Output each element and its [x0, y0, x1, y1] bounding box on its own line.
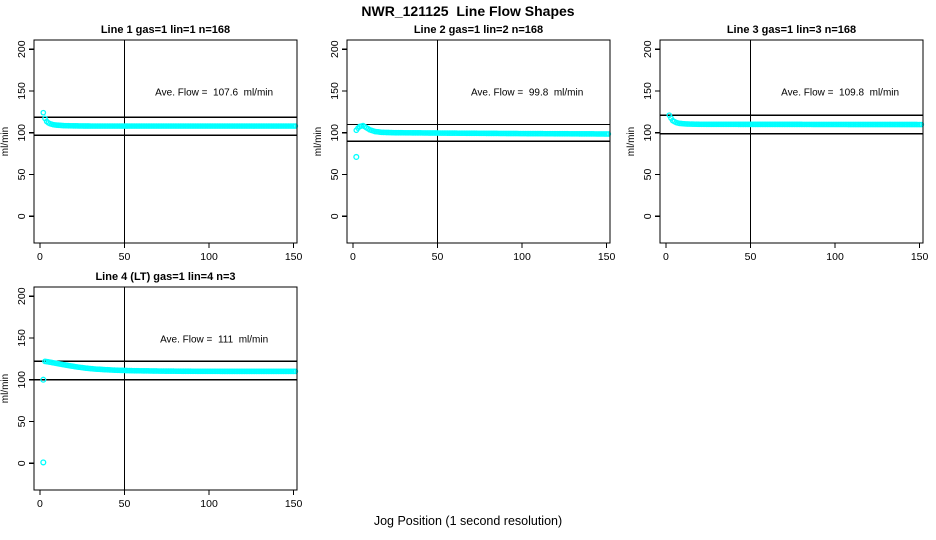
plot-border — [659, 39, 924, 244]
y-tick-label: 50 — [16, 169, 28, 181]
y-axis-unit-label: ml/min — [0, 374, 11, 403]
plot-border — [33, 286, 298, 491]
outlier-point — [40, 459, 47, 466]
y-tick-label: 200 — [329, 40, 341, 58]
y-tick-label: 50 — [642, 169, 654, 181]
subplot-2: 0 50 100 150 0 50 100 150 200 ml/min Line 2 gas=1 … — [313, 24, 616, 263]
x-tick-label: 100 — [826, 251, 844, 263]
y-ticks: 0 50 100 150 200 — [16, 287, 34, 466]
y-axis-unit-label: ml/min — [313, 127, 324, 156]
y-tick-label: 150 — [329, 82, 341, 100]
ave-flow-annotation: Ave. Flow = 109.8 ml/min — [781, 88, 899, 99]
x-tick-label: 100 — [200, 251, 218, 263]
data-series-band — [42, 358, 299, 375]
x-tick-label: 0 — [350, 251, 356, 263]
ave-flow-annotation: Ave. Flow = 107.6 ml/min — [155, 88, 273, 99]
y-axis-unit-label: ml/min — [0, 127, 11, 156]
main-title: NWR_121125 Line Flow Shapes — [361, 3, 575, 19]
subplot-title: Line 4 (LT) gas=1 lin=4 n=3 — [95, 271, 235, 283]
data-series-band — [40, 109, 299, 129]
y-tick-label: 100 — [16, 124, 28, 142]
ave-flow-annotation: Ave. Flow = 99.8 ml/min — [471, 88, 583, 99]
y-tick-label: 100 — [329, 124, 341, 142]
y-tick-label: 200 — [16, 40, 28, 58]
y-ticks: 0 50 100 150 200 — [329, 40, 347, 219]
y-tick-label: 0 — [642, 213, 654, 219]
x-tick-label: 50 — [745, 251, 757, 263]
x-tick-label: 50 — [119, 498, 131, 510]
y-tick-label: 200 — [16, 287, 28, 305]
y-tick-label: 150 — [16, 82, 28, 100]
ave-flow-annotation: Ave. Flow = 111 ml/min — [160, 335, 268, 346]
x-tick-label: 150 — [285, 251, 303, 263]
y-tick-label: 50 — [329, 169, 341, 181]
subplot-4: 0 50 100 150 0 50 100 150 200 ml/min Line 4 (LT) g… — [0, 271, 303, 510]
plot-border — [346, 39, 611, 244]
x-ticks: 0 50 100 150 — [663, 243, 929, 263]
x-tick-label: 0 — [37, 251, 43, 263]
outlier-point — [40, 376, 47, 383]
x-tick-label: 100 — [513, 251, 531, 263]
data-series-band — [353, 122, 612, 137]
x-tick-label: 150 — [285, 498, 303, 510]
y-ticks: 0 50 100 150 200 — [16, 40, 34, 219]
x-tick-label: 50 — [432, 251, 444, 263]
x-axis-label: Jog Position (1 second resolution) — [373, 514, 563, 528]
x-ticks: 0 50 100 150 — [37, 243, 303, 263]
subplot-title: Line 3 gas=1 lin=3 n=168 — [727, 24, 856, 36]
y-tick-label: 0 — [16, 213, 28, 219]
subplot-title: Line 1 gas=1 lin=1 n=168 — [101, 24, 230, 36]
y-ticks: 0 50 100 150 200 — [642, 40, 660, 219]
y-tick-label: 200 — [642, 40, 654, 58]
y-tick-label: 100 — [16, 371, 28, 389]
y-tick-label: 150 — [16, 329, 28, 347]
subplot-1: 0 50 100 150 0 50 100 150 200 ml/min Line 1 gas=1 … — [0, 24, 303, 263]
y-tick-label: 50 — [16, 416, 28, 428]
outlier-point — [353, 153, 360, 161]
plot-border — [33, 39, 298, 244]
x-tick-label: 0 — [37, 498, 43, 510]
x-tick-label: 150 — [598, 251, 616, 263]
y-tick-label: 150 — [642, 82, 654, 100]
x-tick-label: 0 — [663, 251, 669, 263]
subplot-3: 0 50 100 150 0 50 100 150 200 ml/min Line 3 gas=1 … — [626, 24, 929, 263]
y-tick-label: 0 — [16, 460, 28, 466]
y-tick-label: 100 — [642, 124, 654, 142]
x-tick-label: 100 — [200, 498, 218, 510]
x-tick-label: 50 — [119, 251, 131, 263]
data-series-band — [666, 112, 925, 128]
x-ticks: 0 50 100 150 — [350, 243, 616, 263]
subplot-title: Line 2 gas=1 lin=2 n=168 — [414, 24, 543, 36]
y-tick-label: 0 — [329, 213, 341, 219]
y-axis-unit-label: ml/min — [626, 127, 637, 156]
x-tick-label: 150 — [911, 251, 929, 263]
x-ticks: 0 50 100 150 — [37, 490, 303, 510]
